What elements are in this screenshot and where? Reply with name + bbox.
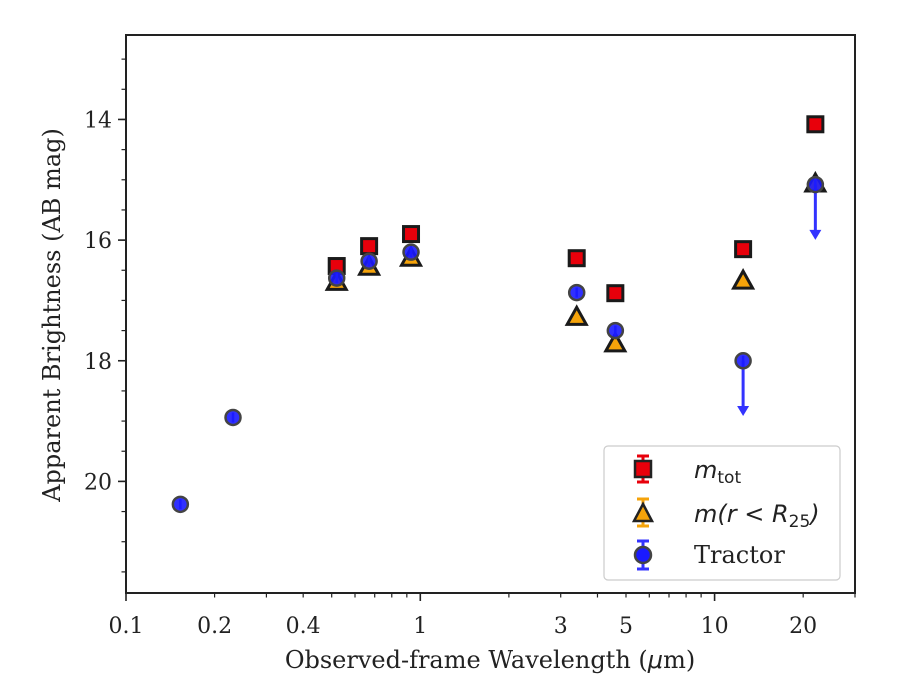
series-square <box>327 115 825 303</box>
series-circle <box>171 175 825 514</box>
data-point-circle <box>734 352 752 370</box>
svg-text:mtot: mtot <box>694 456 741 488</box>
data-point-square <box>806 115 825 134</box>
x-axis-label-part: Observed-frame Wavelength ( <box>285 646 648 674</box>
data-point-square <box>606 284 625 303</box>
legend-label-tractor: Tractor <box>694 541 785 569</box>
legend-marker-triangle <box>631 501 655 523</box>
data-point-square <box>567 249 586 268</box>
y-tick-label: 14 <box>84 108 112 133</box>
legend-entry-mr25: m(r < R25) <box>631 497 820 532</box>
plot-frame <box>125 34 856 594</box>
data-point-circle <box>606 321 625 340</box>
x-tick-label: 1 <box>413 614 427 639</box>
svg-text:m(r < R25): m(r < R25) <box>694 500 820 532</box>
data-point-triangle <box>564 304 589 326</box>
data-point-square <box>360 237 379 256</box>
x-tick-label: 3 <box>554 614 568 639</box>
axis-ticks: 0.1 0.2 0.4 1 3 5 10 20 14 16 18 20 <box>84 58 856 639</box>
legend-label-mr25-close: ) <box>808 500 819 528</box>
data-point-square <box>734 240 753 259</box>
x-axis-label: Observed-frame Wavelength (μm) <box>285 646 695 674</box>
y-axis-label: Apparent Brightness (AB mag) <box>38 128 66 503</box>
data-point-circle <box>327 269 346 287</box>
y-tick-label: 20 <box>84 470 112 495</box>
x-tick-label: 10 <box>701 614 729 639</box>
x-tick-label: 0.2 <box>197 614 232 639</box>
data-point-circle <box>171 495 190 514</box>
data-point-circle <box>360 252 378 270</box>
x-axis-label-mu: μ <box>647 646 663 674</box>
data-point-circle <box>806 175 825 194</box>
y-tick-label: 16 <box>84 229 112 254</box>
legend-marker-square <box>633 459 653 479</box>
legend-label-mr25-sub: 25 <box>789 512 811 532</box>
data-point-square <box>402 225 421 244</box>
legend: mtot m(r < R25) Tractor <box>603 445 841 581</box>
legend-label-mtot-m: m <box>694 456 717 484</box>
x-axis-label-part: m) <box>663 646 695 674</box>
data-point-triangle <box>731 268 756 290</box>
data-point-circle <box>224 408 242 427</box>
legend-entry-tractor: Tractor <box>633 539 785 571</box>
data-marks <box>171 115 828 514</box>
x-tick-label: 0.1 <box>109 614 144 639</box>
y-tick-label: 18 <box>84 350 112 375</box>
data-point-circle <box>567 283 586 302</box>
legend-label-mr25-main: m(r < R <box>694 500 789 528</box>
upper-limit-arrowhead <box>737 406 750 417</box>
legend-label-mtot-sub: tot <box>717 468 741 488</box>
legend-entry-mtot: mtot <box>633 454 741 488</box>
legend-box <box>603 445 841 581</box>
data-point-triangle <box>603 330 628 353</box>
data-point-circle <box>402 243 420 261</box>
x-tick-label: 5 <box>619 614 633 639</box>
upper-limit-arrowhead <box>809 229 822 240</box>
legend-marker-circle <box>633 545 653 565</box>
x-tick-label: 20 <box>789 614 817 639</box>
x-tick-label: 0.4 <box>286 614 321 639</box>
